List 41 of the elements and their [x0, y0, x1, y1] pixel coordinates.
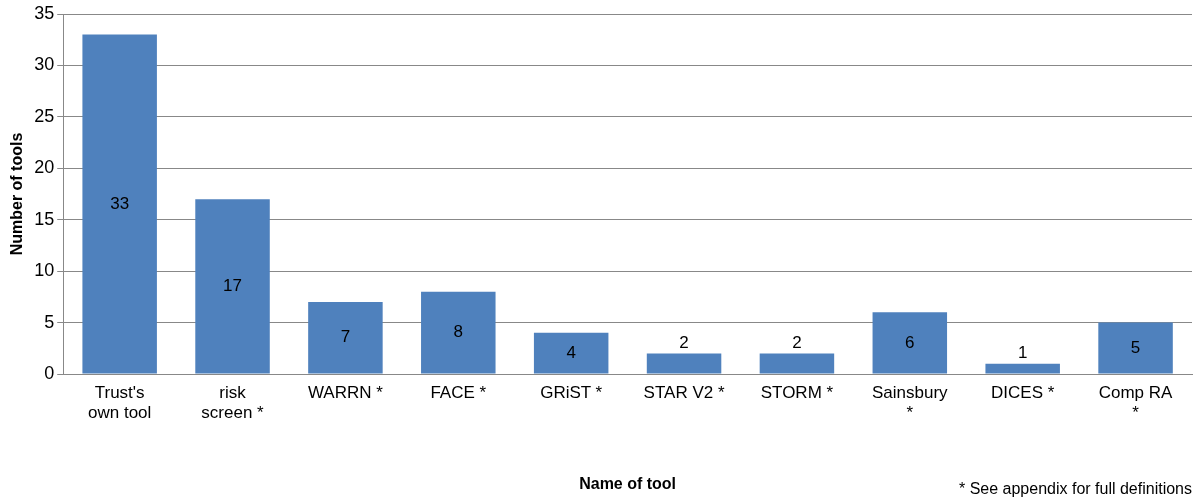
data-label: 8 [453, 322, 464, 342]
data-label: 7 [340, 327, 351, 347]
data-label: 33 [110, 193, 130, 213]
bar [985, 363, 1060, 374]
y-tick-label: 5 [44, 311, 55, 332]
x-tick-label: Sainsbury * [872, 382, 949, 423]
x-tick-label: risk screen * [201, 382, 265, 423]
bar [82, 34, 157, 374]
data-label: 6 [905, 332, 915, 352]
bar [1098, 322, 1173, 374]
data-label: 2 [792, 332, 802, 352]
data-label: 4 [566, 342, 576, 362]
x-tick-label: STORM * [760, 382, 834, 402]
data-label: 17 [223, 276, 242, 296]
y-tick-label: 0 [44, 362, 55, 383]
x-tick-label: WARRN * [307, 382, 384, 402]
x-tick-label: GRiST * [540, 382, 603, 402]
y-tick-label: 20 [34, 157, 55, 178]
y-axis-title: Number of tools [8, 132, 26, 256]
y-tick-label: 35 [34, 2, 55, 23]
bar [421, 291, 496, 374]
bar [533, 332, 609, 374]
y-tick-label: 10 [34, 260, 55, 281]
x-tick-label: FACE * [430, 382, 487, 402]
x-tick-label: Trust's own tool [88, 382, 152, 423]
x-tick-label: Comp RA * [1098, 382, 1174, 423]
x-tick-label: STAR V2 * [643, 382, 725, 402]
bar [759, 353, 835, 374]
x-tick-label: DICES * [991, 382, 1055, 402]
text: * See appendix for full definitions [958, 480, 1192, 498]
data-label: 5 [1130, 337, 1141, 357]
y-tick-label: 15 [34, 208, 55, 229]
bar [646, 353, 722, 374]
bar [872, 312, 948, 374]
bar [308, 302, 383, 374]
bar [195, 199, 270, 374]
y-tick-label: 30 [34, 54, 55, 75]
data-label: 2 [679, 332, 689, 352]
y-tick-label: 25 [34, 105, 55, 126]
data-label: 1 [1017, 342, 1028, 362]
x-axis-title: Name of tool [579, 474, 677, 492]
